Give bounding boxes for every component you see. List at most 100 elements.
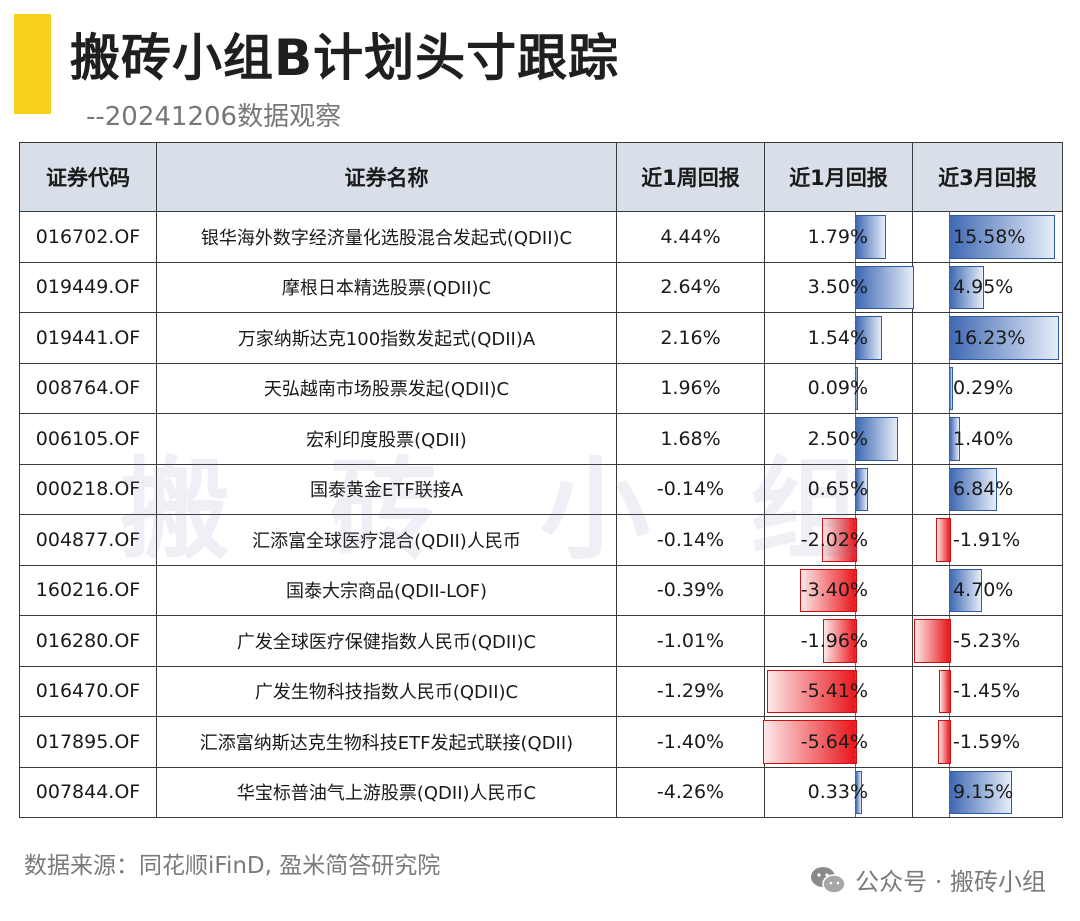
return-value: 4.95% <box>953 276 1014 299</box>
cell-3m-return: 4.95% <box>912 261 1063 313</box>
cell-security-name: 天弘越南市场股票发起(QDII)C <box>156 362 617 414</box>
table-row: 160216.OF 国泰大宗商品(QDII-LOF) -0.39% -3.40% 4.7… <box>19 564 1063 616</box>
zero-axis-line <box>949 212 950 262</box>
return-value: 0.65% <box>807 478 868 501</box>
return-value: 15.58% <box>953 225 1026 248</box>
cell-1w-return: -0.14% <box>616 463 765 515</box>
negative-data-bar <box>766 669 857 713</box>
return-value: 1.54% <box>807 326 868 349</box>
cell-1m-return: -3.40% <box>764 564 913 616</box>
cell-3m-return: 15.58% <box>912 211 1063 263</box>
cell-1w-return: 2.64% <box>616 261 765 313</box>
cell-1w-return: 1.96% <box>616 362 765 414</box>
return-value: -1.91% <box>953 528 1021 551</box>
negative-data-bar <box>914 619 951 663</box>
zero-axis-line <box>949 565 950 615</box>
page-subtitle: --20241206数据观察 <box>86 102 342 132</box>
column-header-name: 证券名称 <box>156 142 617 212</box>
cell-3m-return: -5.23% <box>912 615 1063 667</box>
cell-security-code: 160216.OF <box>19 564 157 616</box>
zero-axis-line <box>855 414 856 464</box>
positive-data-bar <box>949 215 1055 259</box>
cell-security-name: 摩根日本精选股票(QDII)C <box>156 261 617 313</box>
return-value: 0.29% <box>953 377 1014 400</box>
negative-data-bar <box>822 518 857 562</box>
page-title: 搬砖小组B计划头寸跟踪 <box>70 29 620 87</box>
fund-performance-table: 证券代码 证券名称 近1周回报 近1月回报 近3月回报 016702.OF 银华海… <box>19 142 1063 818</box>
cell-security-name: 汇添富纳斯达克生物科技ETF发起式联接(QDII) <box>156 716 617 768</box>
cell-3m-return: 9.15% <box>912 766 1063 818</box>
cell-security-name: 万家纳斯达克100指数发起式(QDII)A <box>156 312 617 364</box>
cell-security-code: 016280.OF <box>19 615 157 667</box>
cell-3m-return: 16.23% <box>912 312 1063 364</box>
cell-1w-return: -0.14% <box>616 514 765 566</box>
table-row: 008764.OF 天弘越南市场股票发起(QDII)C 1.96% 0.09% 0.29… <box>19 362 1063 414</box>
negative-data-bar <box>938 720 951 764</box>
title-accent-bar <box>14 14 51 114</box>
cell-3m-return: -1.91% <box>912 514 1063 566</box>
cell-3m-return: 4.70% <box>912 564 1063 616</box>
cell-1m-return: 2.50% <box>764 413 913 465</box>
column-header-1w-return: 近1周回报 <box>616 142 765 212</box>
return-value: 9.15% <box>953 781 1014 804</box>
cell-1w-return: -0.39% <box>616 564 765 616</box>
return-value: -5.64% <box>800 730 868 753</box>
zero-axis-line <box>949 363 950 413</box>
table-row: 004877.OF 汇添富全球医疗混合(QDII)人民币 -0.14% -2.02% -… <box>19 514 1063 566</box>
cell-security-name: 宏利印度股票(QDII) <box>156 413 617 465</box>
cell-security-code: 004877.OF <box>19 514 157 566</box>
zero-axis-line <box>855 515 856 565</box>
cell-security-name: 国泰大宗商品(QDII-LOF) <box>156 564 617 616</box>
cell-1m-return: -1.96% <box>764 615 913 667</box>
table-row: 019441.OF 万家纳斯达克100指数发起式(QDII)A 2.16% 1.54%… <box>19 312 1063 364</box>
table-row: 016470.OF 广发生物科技指数人民币(QDII)C -1.29% -5.41% -… <box>19 665 1063 717</box>
cell-security-name: 广发全球医疗保健指数人民币(QDII)C <box>156 615 617 667</box>
cell-security-code: 006105.OF <box>19 413 157 465</box>
cell-1w-return: 1.68% <box>616 413 765 465</box>
table-row: 016280.OF 广发全球医疗保健指数人民币(QDII)C -1.01% -1.96… <box>19 615 1063 667</box>
return-value: 3.50% <box>807 276 868 299</box>
zero-axis-line <box>949 313 950 363</box>
cell-1m-return: 1.54% <box>764 312 913 364</box>
table-row: 000218.OF 国泰黄金ETF联接A -0.14% 0.65% 6.84% <box>19 463 1063 515</box>
cell-security-name: 华宝标普油气上游股票(QDII)人民币C <box>156 766 617 818</box>
cell-security-code: 019441.OF <box>19 312 157 364</box>
zero-axis-line <box>855 616 856 666</box>
return-value: -2.02% <box>800 528 868 551</box>
cell-1m-return: -5.41% <box>764 665 913 717</box>
table-row: 016702.OF 银华海外数字经济量化选股混合发起式(QDII)C 4.44% 1.… <box>19 211 1063 263</box>
positive-data-bar <box>949 770 1012 814</box>
cell-1m-return: 0.65% <box>764 463 913 515</box>
cell-1m-return: 0.09% <box>764 362 913 414</box>
positive-data-bar <box>949 316 1059 360</box>
cell-security-code: 007844.OF <box>19 766 157 818</box>
zero-axis-line <box>855 565 856 615</box>
zero-axis-line <box>855 212 856 262</box>
positive-data-bar <box>949 265 984 309</box>
cell-security-name: 汇添富全球医疗混合(QDII)人民币 <box>156 514 617 566</box>
cell-3m-return: 1.40% <box>912 413 1063 465</box>
cell-1w-return: -1.01% <box>616 615 765 667</box>
table-row: 007844.OF 华宝标普油气上游股票(QDII)人民币C -4.26% 0.33%… <box>19 766 1063 818</box>
cell-security-name: 广发生物科技指数人民币(QDII)C <box>156 665 617 717</box>
negative-data-bar <box>939 669 951 713</box>
cell-1w-return: 4.44% <box>616 211 765 263</box>
cell-1m-return: 3.50% <box>764 261 915 313</box>
return-value: -1.59% <box>953 730 1021 753</box>
return-value: 2.50% <box>807 427 868 450</box>
zero-axis-line <box>855 666 856 716</box>
account-label: 公众号 · 搬砖小组 <box>809 862 1046 897</box>
negative-data-bar <box>763 720 857 764</box>
return-value: 1.40% <box>953 427 1014 450</box>
cell-security-code: 008764.OF <box>19 362 157 414</box>
return-value: -1.96% <box>800 629 868 652</box>
column-header-code: 证券代码 <box>19 142 157 212</box>
negative-data-bar <box>936 518 951 562</box>
table-header-row: 证券代码 证券名称 近1周回报 近1月回报 近3月回报 <box>19 142 1063 212</box>
cell-security-code: 016702.OF <box>19 211 157 263</box>
cell-1w-return: 2.16% <box>616 312 765 364</box>
cell-3m-return: 0.29% <box>912 362 1063 414</box>
cell-3m-return: -1.59% <box>912 716 1063 768</box>
cell-1m-return: -5.64% <box>763 716 913 768</box>
negative-data-bar <box>823 619 857 663</box>
